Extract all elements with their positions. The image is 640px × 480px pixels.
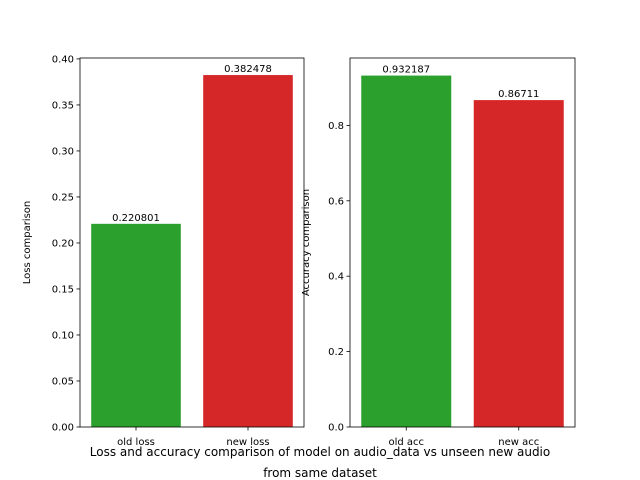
- data-label-new-loss: 0.382478: [224, 64, 272, 75]
- y-tick-label: 0.8: [328, 121, 344, 132]
- plot-frame: [79, 57, 305, 428]
- y-tick-label: 0.25: [52, 192, 74, 203]
- bar-old-loss: [91, 223, 181, 427]
- bar-new-acc: [473, 100, 564, 427]
- y-axis-title: Loss comparison: [22, 201, 33, 285]
- figure-caption-line-2: from same dataset: [263, 466, 377, 480]
- y-tick-label: 0.10: [52, 330, 74, 341]
- x-tick-label-old-loss: old loss: [117, 437, 155, 448]
- plot-frame: [349, 57, 576, 428]
- chart-panel-2: 0.932187 old acc 0.86711 new acc 0.0 0.2 0.4 0.…: [301, 57, 576, 448]
- data-label-old-acc: 0.932187: [382, 65, 430, 76]
- y-tick-label: 0.4: [328, 272, 344, 283]
- y-axis-title: Accuracy comparison: [301, 189, 312, 296]
- y-tick-label: 0.05: [52, 376, 74, 387]
- y-tick-label: 0.40: [52, 54, 74, 65]
- y-tick-label: 0.2: [328, 347, 344, 358]
- chart-panel-1: 0.220801 old loss 0.382478 new loss 0.00 0.05…: [22, 54, 305, 448]
- y-tick-label: 0.20: [52, 238, 74, 249]
- y-tick-label: 0.30: [52, 146, 74, 157]
- x-tick-label-new-acc: new acc: [498, 437, 539, 448]
- x-tick-label-old-acc: old acc: [388, 437, 424, 448]
- y-tick-label: 0.00: [52, 423, 74, 434]
- x-tick-label-new-loss: new loss: [226, 437, 269, 448]
- bar-new-loss: [203, 75, 293, 427]
- y-tick-label: 0.6: [328, 196, 344, 207]
- data-label-new-acc: 0.86711: [498, 89, 539, 100]
- y-tick-label: 0.35: [52, 100, 74, 111]
- figure-caption-line-1: Loss and accuracy comparison of model on…: [90, 445, 550, 459]
- bar-old-acc: [361, 75, 452, 427]
- y-tick-label: 0.15: [52, 284, 74, 295]
- data-label-old-loss: 0.220801: [112, 213, 160, 224]
- y-tick-label: 0.0: [328, 423, 344, 434]
